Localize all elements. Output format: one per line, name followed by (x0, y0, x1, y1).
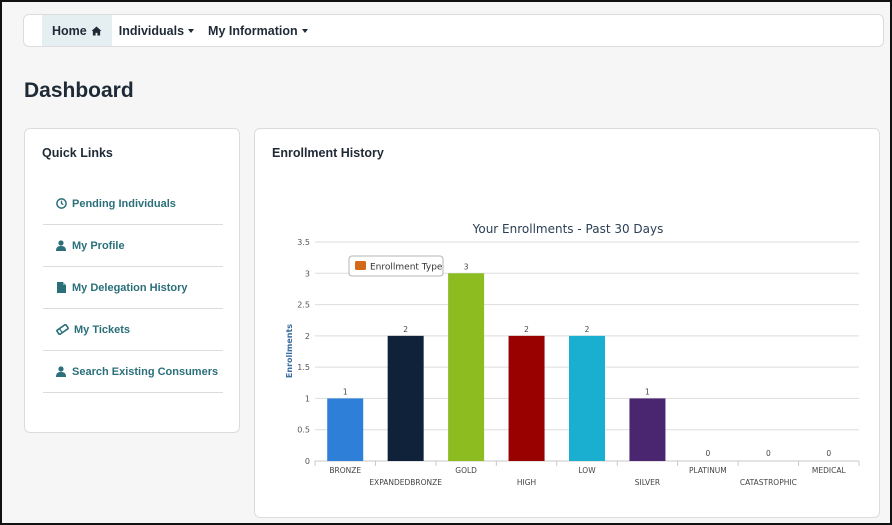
chevron-down-icon (188, 28, 195, 33)
chart-data-label: 1 (645, 387, 650, 396)
quick-link-label: My Tickets (74, 323, 131, 336)
legend-label: Enrollment Type (370, 263, 443, 273)
ticket-icon (55, 324, 69, 336)
quick-link-label: Search Existing Consumers (72, 365, 219, 378)
home-icon (91, 25, 102, 36)
enrollment-chart: Your Enrollments - Past 30 Days Enrollme… (285, 222, 860, 487)
chart-x-tick-label: EXPANDEDBRONZE (369, 478, 442, 487)
chart-bar[interactable] (448, 273, 485, 461)
nav-my-information-dropdown[interactable]: My Information (201, 15, 315, 46)
chart-x-tick-label: GOLD (455, 466, 477, 475)
user-icon (55, 366, 67, 378)
chart-y-tick-label: 3 (305, 269, 310, 278)
clock-icon (55, 198, 67, 210)
chart-x-tick-label: SILVER (635, 478, 660, 487)
chart-bar[interactable] (387, 335, 424, 461)
chart-y-axis-label: Enrollments (285, 324, 294, 378)
quick-link-pending-individuals[interactable]: Pending Individuals (43, 183, 223, 225)
chart-legend[interactable]: Enrollment Type (348, 255, 444, 277)
nav-individuals-label: Individuals (118, 23, 185, 38)
page-title: Dashboard (24, 79, 134, 102)
document-icon (55, 282, 67, 294)
quick-links-title: Quick Links (42, 146, 113, 160)
quick-links-card: Quick Links Pending Individuals My Profi… (24, 128, 240, 433)
user-icon (55, 240, 67, 252)
chart-x-tick-label: MEDICAL (812, 466, 847, 475)
chart-y-tick-label: 3.5 (297, 238, 310, 247)
chart-y-tick-label: 0.5 (297, 426, 310, 435)
chart-y-tick-label: 1 (305, 394, 310, 403)
chart-data-label: 2 (585, 325, 590, 334)
chart-bar[interactable] (327, 398, 364, 461)
chart-data-label: 3 (464, 262, 469, 271)
quick-link-my-delegation-history[interactable]: My Delegation History (43, 267, 223, 309)
chart-x-labels: BRONZE EXPANDEDBRONZE GOLD HIGH LOW SILVER PLA… (314, 461, 860, 487)
chart-data-label: 2 (403, 325, 408, 334)
quick-link-my-tickets[interactable]: My Tickets (43, 309, 223, 351)
quick-link-label: My Profile (72, 239, 125, 252)
chart-x-tick-label: HIGH (517, 478, 536, 487)
nav-individuals-dropdown[interactable]: Individuals (112, 15, 201, 46)
chevron-down-icon (301, 28, 308, 33)
legend-swatch (355, 261, 366, 270)
chart-bar[interactable] (569, 335, 605, 461)
chart-bar[interactable] (508, 335, 545, 461)
quick-link-search-existing-consumers[interactable]: Search Existing Consumers (43, 351, 223, 393)
chart-x-tick-label: BRONZE (329, 466, 361, 475)
chart-data-label: 0 (826, 449, 831, 458)
enrollment-history-title: Enrollment History (272, 146, 384, 160)
chart-bar[interactable] (629, 398, 666, 461)
chart-title: Your Enrollments - Past 30 Days (472, 222, 664, 236)
nav-home-label: Home (52, 23, 87, 38)
chart-data-labels: 1 2 3 2 2 1 0 0 0 (343, 262, 832, 458)
chart-x-tick-label: PLATINUM (689, 466, 727, 475)
chart-x-tick-label: LOW (578, 466, 596, 475)
quick-link-my-profile[interactable]: My Profile (43, 225, 223, 267)
nav-home[interactable]: Home (42, 15, 112, 46)
chart-y-tick-label: 2 (305, 332, 310, 341)
chart-y-tick-label: 0 (305, 457, 310, 466)
chart-data-label: 2 (524, 325, 529, 334)
chart-data-label: 0 (766, 449, 771, 458)
quick-link-label: Pending Individuals (72, 197, 176, 210)
top-navbar: Home Individuals My Information (23, 14, 884, 47)
quick-links-list: Pending Individuals My Profile My Delega… (43, 183, 223, 393)
chart-y-tick-label: 2.5 (297, 301, 310, 310)
chart-bars (327, 273, 666, 461)
chart-data-label: 0 (705, 449, 710, 458)
enrollment-history-card: Enrollment History Your Enrollments - Pa… (254, 128, 880, 518)
chart-y-ticks: 0 0.5 1 1.5 2 2.5 3 3.5 (297, 238, 310, 466)
chart-data-label: 1 (343, 387, 348, 396)
chart-y-tick-label: 1.5 (297, 363, 310, 372)
quick-link-label: My Delegation History (72, 281, 188, 294)
chart-x-tick-label: CATASTROPHIC (740, 478, 797, 487)
nav-my-information-label: My Information (208, 23, 298, 38)
